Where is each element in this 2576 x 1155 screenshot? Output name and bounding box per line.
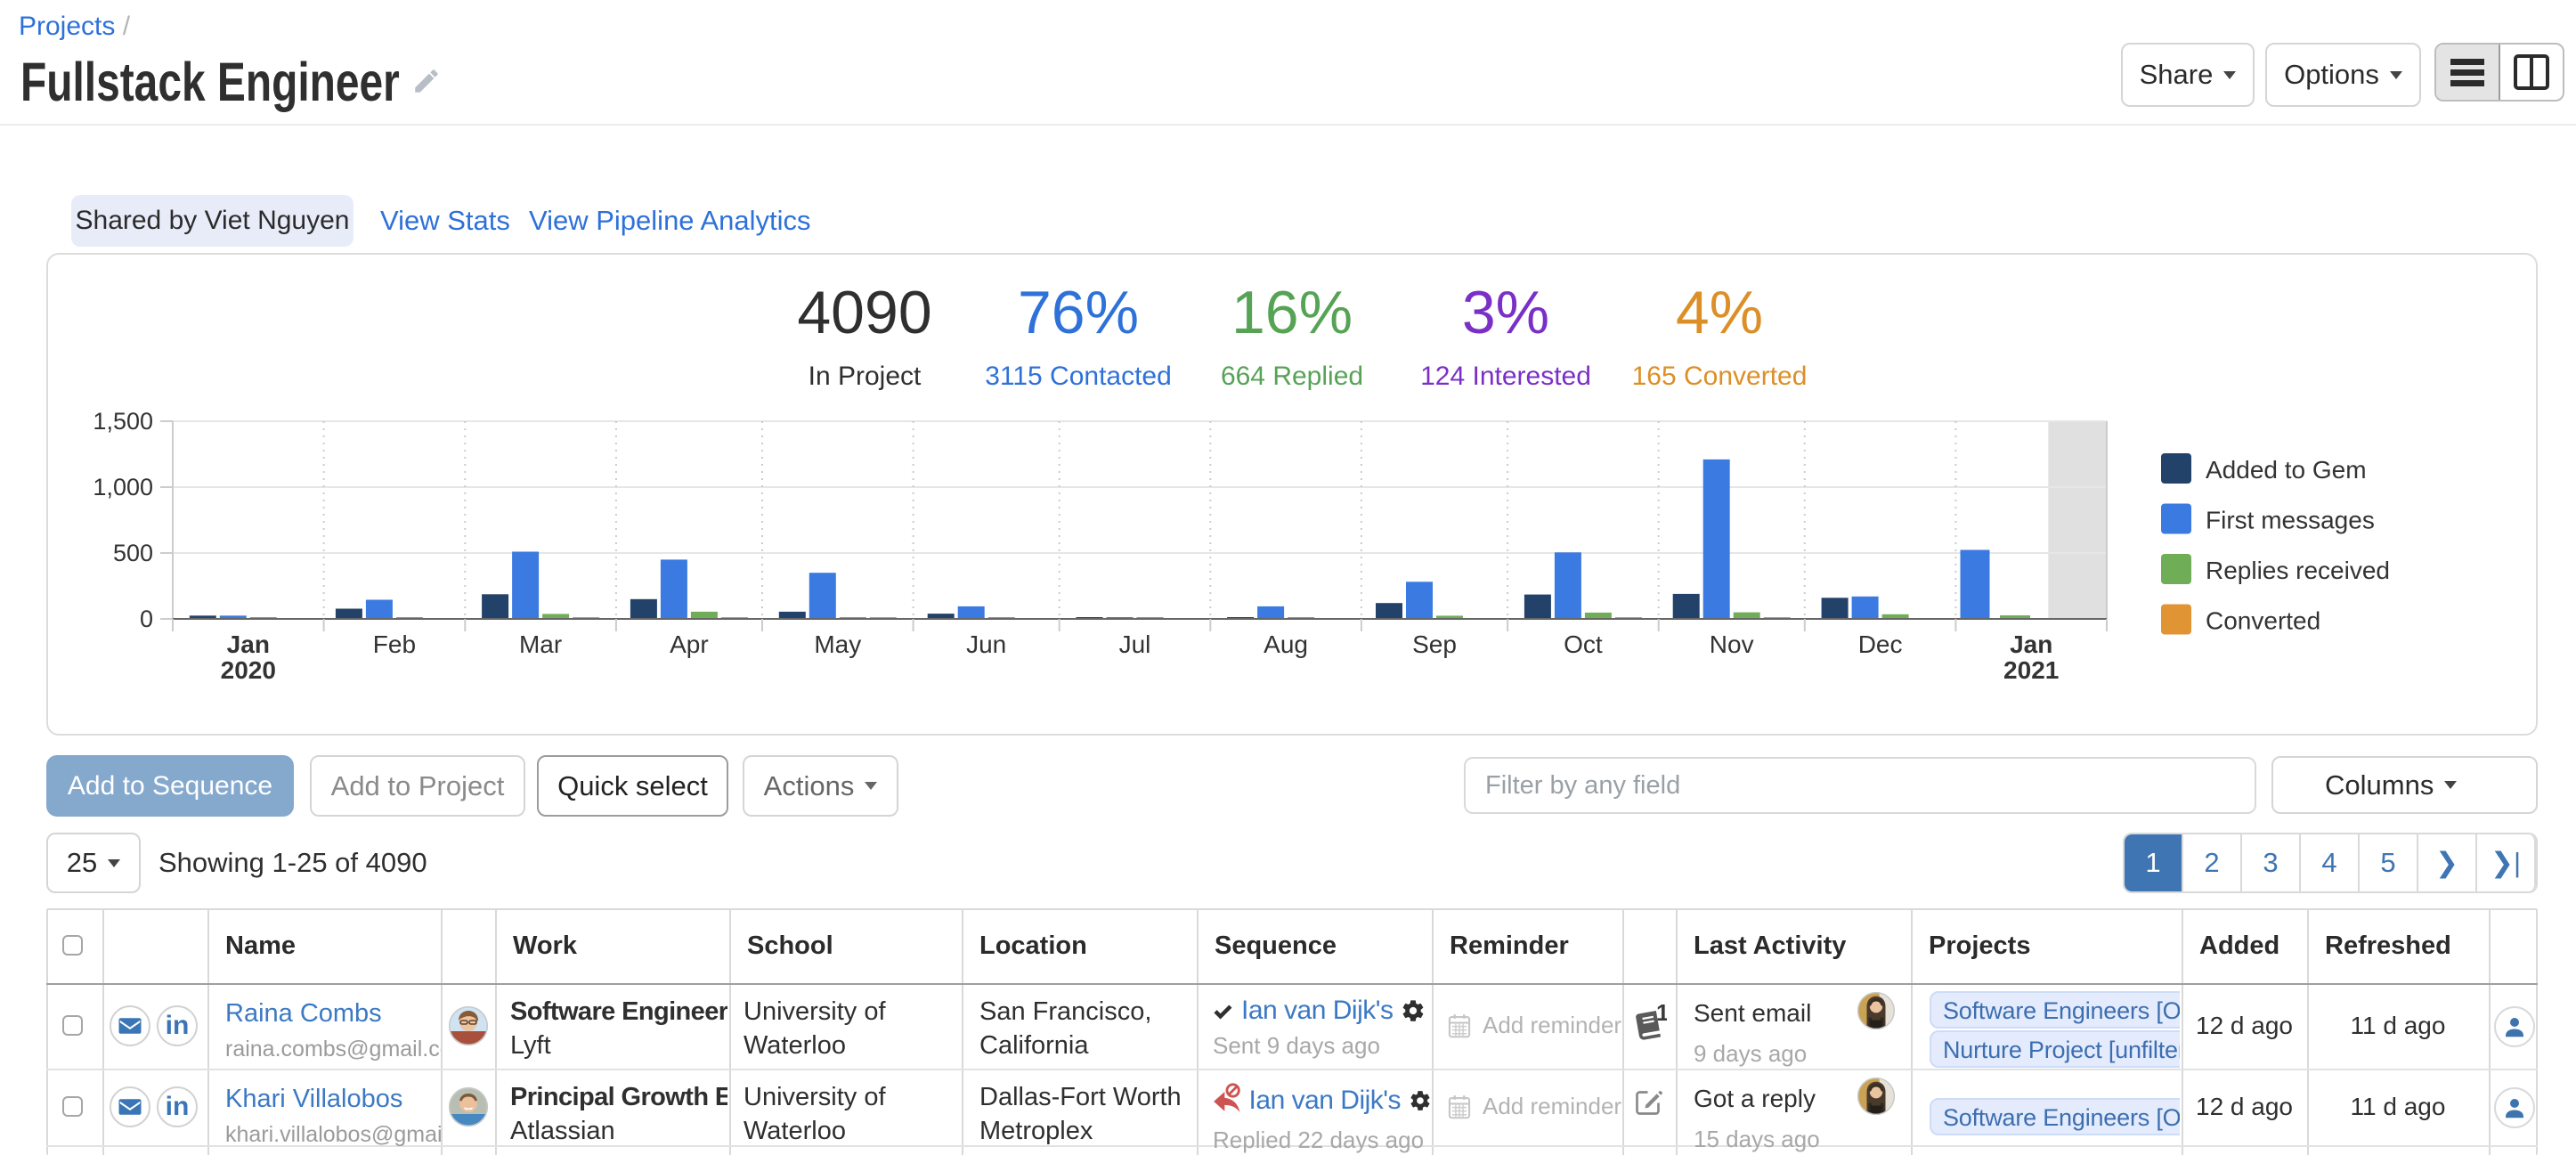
svg-text:Jun: Jun xyxy=(966,630,1006,658)
svg-text:Converted: Converted xyxy=(2206,607,2320,635)
svg-text:First messages: First messages xyxy=(2206,507,2375,534)
svg-text:1: 1 xyxy=(1656,1005,1667,1026)
svg-text:Mar: Mar xyxy=(519,630,562,658)
svg-text:Jan: Jan xyxy=(2010,630,2052,658)
svg-text:May: May xyxy=(814,630,861,658)
svg-text:2021: 2021 xyxy=(2003,656,2059,684)
svg-text:Replies received: Replies received xyxy=(2206,557,2390,584)
svg-text:Nov: Nov xyxy=(1710,630,1754,658)
svg-text:Added to Gem: Added to Gem xyxy=(2206,456,2367,484)
svg-text:Feb: Feb xyxy=(373,630,416,658)
svg-text:Sep: Sep xyxy=(1412,630,1457,658)
svg-text:500: 500 xyxy=(113,540,153,566)
svg-text:Dec: Dec xyxy=(1858,630,1903,658)
svg-text:Apr: Apr xyxy=(670,630,709,658)
svg-text:1,500: 1,500 xyxy=(93,408,153,435)
svg-text:Jan: Jan xyxy=(227,630,270,658)
svg-text:1,000: 1,000 xyxy=(93,474,153,500)
svg-text:2020: 2020 xyxy=(221,656,276,684)
svg-text:0: 0 xyxy=(140,606,153,632)
svg-text:Jul: Jul xyxy=(1119,630,1151,658)
svg-text:Oct: Oct xyxy=(1564,630,1603,658)
svg-text:Aug: Aug xyxy=(1264,630,1308,658)
